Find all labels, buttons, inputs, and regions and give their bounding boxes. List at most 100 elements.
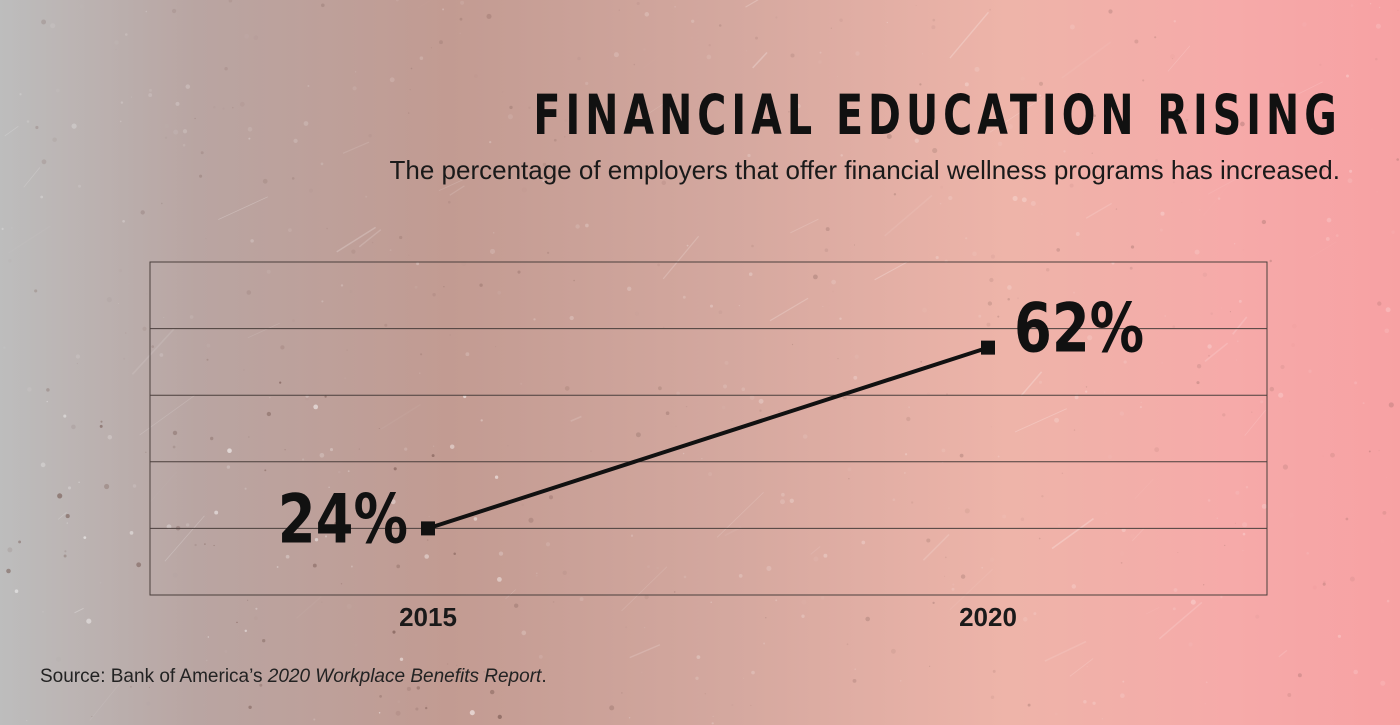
texture-scratch	[218, 196, 268, 220]
texture-speck	[313, 404, 319, 410]
texture-speck	[460, 0, 465, 5]
texture-speck	[276, 566, 279, 568]
texture-speck	[1085, 390, 1088, 393]
texture-speck	[236, 621, 238, 624]
texture-speck	[420, 353, 423, 356]
texture-speck	[685, 405, 688, 408]
plot-frame	[149, 261, 1268, 596]
texture-speck	[821, 596, 825, 600]
texture-speck	[27, 387, 32, 392]
texture-speck	[545, 542, 551, 547]
texture-speck	[1027, 703, 1031, 707]
texture-speck	[553, 138, 557, 142]
texture-speck	[822, 305, 824, 308]
texture-speck	[1397, 9, 1399, 11]
texture-speck	[463, 394, 467, 399]
texture-speck	[535, 574, 538, 577]
texture-speck	[1038, 380, 1043, 384]
texture-speck	[214, 510, 219, 515]
texture-speck	[1185, 118, 1189, 122]
texture-speck	[914, 138, 919, 143]
texture-scratch	[1309, 241, 1337, 259]
texture-speck	[1287, 693, 1292, 697]
texture-speck	[57, 493, 63, 499]
texture-speck	[585, 81, 589, 86]
texture-speck	[114, 40, 119, 45]
texture-speck	[1007, 285, 1012, 290]
texture-speck	[1007, 298, 1010, 301]
texture-speck	[83, 536, 87, 539]
texture-speck	[691, 19, 695, 23]
texture-speck	[952, 125, 957, 130]
texture-speck	[1091, 152, 1093, 154]
texture-speck	[136, 562, 142, 568]
texture-speck	[486, 13, 492, 19]
texture-speck	[1322, 582, 1326, 586]
texture-speck	[751, 670, 755, 675]
texture-speck	[904, 472, 906, 474]
texture-speck	[100, 420, 103, 423]
texture-speck	[964, 82, 969, 87]
texture-speck	[861, 540, 866, 545]
texture-speck	[775, 599, 778, 602]
texture-speck	[853, 375, 858, 380]
texture-speck	[823, 553, 828, 558]
texture-speck	[922, 307, 927, 313]
texture-speck	[492, 231, 495, 234]
texture-speck	[1385, 307, 1391, 313]
texture-speck	[172, 445, 176, 449]
texture-speck	[848, 478, 850, 480]
texture-speck	[1251, 411, 1253, 413]
texture-speck	[1194, 249, 1200, 255]
texture-speck	[86, 618, 92, 624]
texture-speck	[1269, 386, 1275, 392]
texture-speck	[990, 426, 992, 428]
texture-speck	[1208, 354, 1210, 357]
texture-speck	[1362, 402, 1365, 405]
texture-scratch	[57, 512, 67, 520]
texture-speck	[1056, 248, 1061, 252]
texture-speck	[656, 566, 659, 570]
texture-speck	[314, 538, 319, 542]
texture-speck	[123, 357, 126, 360]
texture-speck	[886, 133, 892, 140]
texture-speck	[904, 453, 908, 456]
texture-scratch	[570, 415, 582, 422]
texture-scratch	[74, 607, 84, 614]
texture-speck	[666, 110, 671, 115]
texture-speck	[647, 565, 650, 568]
texture-speck	[908, 406, 911, 409]
texture-scratch	[769, 297, 809, 322]
texture-speck	[1236, 359, 1238, 361]
texture-speck	[226, 465, 231, 469]
texture-speck	[399, 235, 403, 240]
texture-speck	[1061, 472, 1064, 474]
texture-speck	[1345, 517, 1349, 521]
texture-speck	[1222, 413, 1226, 417]
texture-speck	[63, 414, 67, 418]
texture-speck	[729, 161, 731, 163]
texture-speck	[1173, 20, 1177, 23]
texture-speck	[839, 18, 843, 22]
texture-speck	[1024, 311, 1029, 316]
texture-speck	[926, 538, 931, 543]
texture-speck	[633, 63, 636, 66]
texture-speck	[491, 253, 493, 255]
texture-speck	[1306, 552, 1309, 555]
texture-speck	[1261, 503, 1267, 509]
texture-speck	[1236, 340, 1239, 343]
texture-speck	[743, 677, 744, 679]
texture-speck	[840, 154, 843, 157]
texture-speck	[91, 715, 93, 717]
texture-speck	[329, 448, 334, 452]
texture-speck	[307, 85, 310, 87]
texture-speck	[939, 202, 942, 205]
texture-speck	[842, 395, 847, 400]
texture-speck	[577, 56, 581, 61]
texture-speck	[1063, 150, 1066, 153]
texture-scratch	[1085, 202, 1112, 219]
texture-speck	[542, 162, 547, 167]
texture-speck	[1196, 381, 1200, 385]
texture-speck	[659, 91, 661, 93]
texture-speck	[355, 71, 357, 73]
